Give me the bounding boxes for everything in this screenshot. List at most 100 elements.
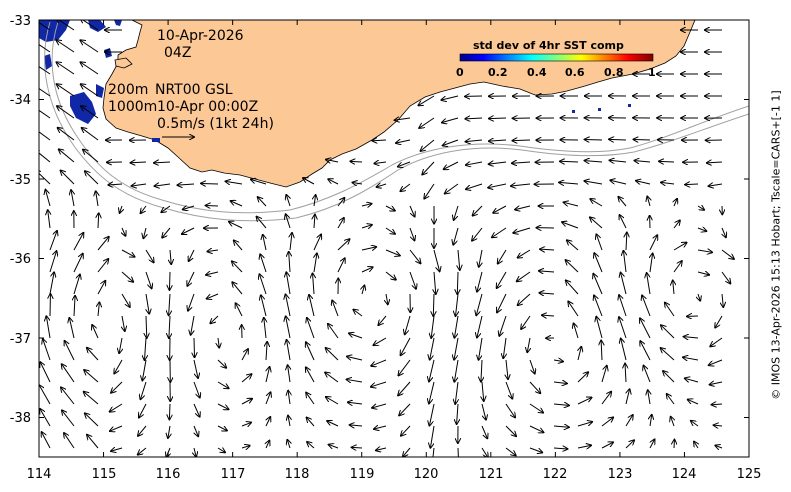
current-vector bbox=[385, 249, 400, 256]
current-vector bbox=[92, 325, 99, 339]
current-vector bbox=[376, 448, 387, 450]
colorbar-tick: 1 bbox=[648, 66, 656, 79]
current-vector bbox=[188, 293, 195, 311]
current-vector bbox=[81, 84, 99, 97]
current-vector bbox=[453, 227, 459, 245]
current-vector bbox=[385, 205, 395, 211]
current-vector bbox=[722, 293, 723, 307]
current-vector bbox=[142, 359, 147, 380]
current-vector bbox=[590, 217, 603, 229]
current-vector bbox=[306, 342, 315, 361]
current-vector bbox=[472, 227, 483, 241]
current-vectors bbox=[39, 20, 733, 457]
current-vector bbox=[709, 359, 723, 365]
current-vector bbox=[286, 195, 290, 207]
current-vector bbox=[539, 271, 555, 272]
current-vector bbox=[398, 359, 411, 375]
current-vector bbox=[40, 362, 51, 383]
current-vector bbox=[361, 247, 376, 250]
current-vector bbox=[540, 249, 555, 250]
current-vector bbox=[122, 227, 125, 236]
current-vector bbox=[691, 421, 699, 427]
current-vector bbox=[661, 182, 675, 184]
current-vector bbox=[424, 183, 435, 199]
current-vector bbox=[143, 227, 146, 238]
current-vector bbox=[85, 171, 99, 185]
x-tick-label: 125 bbox=[737, 467, 762, 482]
current-vector bbox=[429, 381, 435, 403]
current-vector bbox=[307, 418, 315, 427]
current-vector bbox=[61, 387, 75, 405]
current-vector bbox=[481, 447, 488, 457]
current-vector bbox=[432, 447, 435, 457]
current-vector bbox=[337, 239, 349, 251]
current-vector bbox=[444, 161, 459, 169]
current-vector bbox=[64, 433, 75, 449]
current-vector bbox=[466, 140, 483, 142]
current-vector bbox=[141, 205, 147, 213]
current-vector bbox=[431, 315, 434, 338]
current-vector bbox=[193, 359, 198, 378]
current-vector bbox=[372, 403, 387, 408]
current-vector bbox=[119, 337, 122, 353]
current-vector bbox=[712, 404, 723, 405]
x-axis-labels: 114 115 116 117 118 119 120 121 122 123 … bbox=[27, 467, 762, 482]
current-vector bbox=[241, 349, 248, 361]
current-vector bbox=[385, 271, 396, 280]
current-vector bbox=[466, 183, 483, 189]
current-vector bbox=[121, 271, 133, 282]
current-vector bbox=[529, 381, 540, 393]
y-tick-label: -33 bbox=[10, 14, 31, 29]
current-vector bbox=[488, 183, 507, 188]
current-vector bbox=[553, 360, 563, 361]
current-vector bbox=[183, 206, 195, 209]
current-vector bbox=[286, 316, 291, 339]
current-vector bbox=[122, 315, 125, 331]
current-vector bbox=[688, 400, 699, 405]
current-vector bbox=[162, 227, 171, 238]
current-vector bbox=[111, 448, 123, 451]
current-vector bbox=[577, 445, 591, 448]
x-tick-label: 114 bbox=[27, 467, 52, 482]
current-vector bbox=[40, 409, 51, 427]
current-vector bbox=[433, 249, 440, 271]
current-vector bbox=[241, 374, 251, 383]
current-vector bbox=[643, 366, 651, 383]
current-vector bbox=[194, 337, 195, 357]
current-vector bbox=[497, 293, 507, 312]
current-vector bbox=[49, 272, 54, 295]
current-vector bbox=[625, 415, 633, 427]
current-vector bbox=[454, 315, 459, 338]
current-vector bbox=[492, 227, 507, 237]
current-vector bbox=[529, 425, 543, 432]
current-vector bbox=[710, 382, 723, 385]
hour-label: 04Z bbox=[164, 45, 192, 61]
current-vector bbox=[398, 381, 411, 395]
current-vector bbox=[473, 205, 483, 216]
current-vector bbox=[503, 337, 506, 358]
current-vector bbox=[46, 316, 51, 339]
land-mass bbox=[100, 20, 696, 188]
current-vector bbox=[456, 293, 458, 316]
current-vector bbox=[409, 271, 416, 289]
current-vector bbox=[313, 273, 314, 295]
current-vector bbox=[207, 293, 219, 299]
current-vector bbox=[337, 198, 344, 207]
current-vector bbox=[288, 391, 290, 405]
current-vector bbox=[636, 181, 651, 184]
current-vector bbox=[511, 184, 531, 186]
current-vector bbox=[479, 337, 483, 360]
current-vector bbox=[266, 342, 267, 361]
current-vector bbox=[590, 199, 603, 207]
current-vector bbox=[443, 139, 459, 146]
current-vector bbox=[83, 150, 99, 163]
current-vector bbox=[39, 385, 51, 405]
current-vector bbox=[56, 40, 75, 53]
current-vector bbox=[594, 253, 603, 273]
current-vector bbox=[385, 227, 395, 234]
current-vector bbox=[45, 190, 51, 207]
current-vector bbox=[476, 293, 483, 315]
current-vector bbox=[396, 140, 411, 143]
current-vector bbox=[328, 324, 339, 339]
current-vector bbox=[161, 205, 171, 212]
